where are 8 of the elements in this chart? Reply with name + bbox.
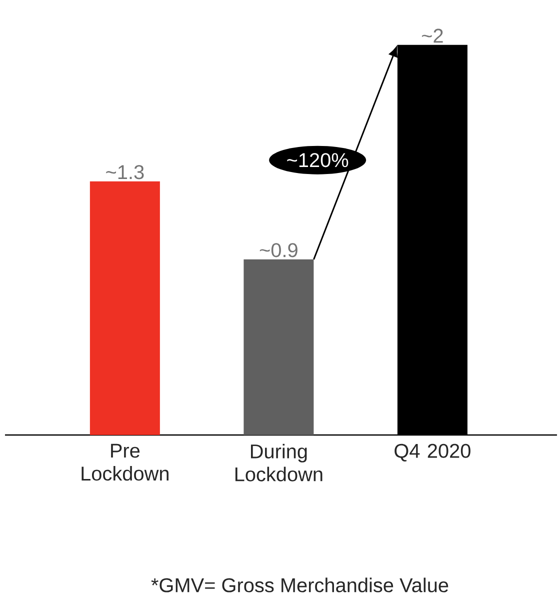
annotation: ~120% (287, 153, 348, 168)
data-label: ~2 (422, 28, 444, 43)
x-tick-label: During Lockdown (236, 444, 322, 482)
x-tick-label: Q4 2020 (394, 444, 471, 462)
text: *GMV= Gross Merchandise Value (151, 578, 448, 592)
x-tick-label: Pre Lockdown (82, 444, 169, 481)
data-label: ~0.9 (260, 243, 298, 258)
data-label: ~1.3 (106, 165, 144, 180)
